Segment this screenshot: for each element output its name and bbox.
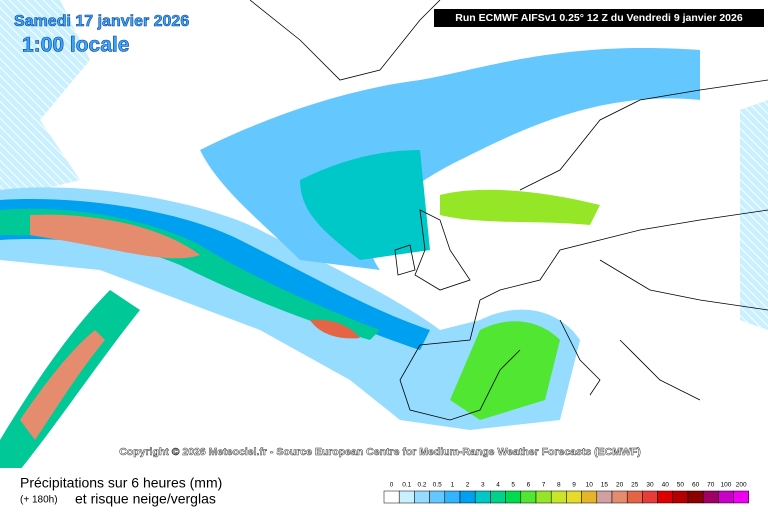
- legend-label: 0.1: [402, 482, 411, 489]
- legend-swatch: [611, 490, 628, 504]
- legend-label: 30: [646, 482, 654, 489]
- legend-label: 6: [527, 482, 531, 489]
- legend-label: 4: [496, 482, 500, 489]
- legend-swatch: [383, 490, 400, 504]
- legend-swatch: [733, 490, 750, 504]
- legend-swatch: [566, 490, 582, 504]
- legend-swatch: [702, 490, 719, 504]
- legend-label: 25: [631, 482, 639, 489]
- legend-swatch: [657, 490, 674, 504]
- legend-label: 9: [572, 482, 576, 489]
- legend-label: 0.5: [433, 482, 442, 489]
- legend-panel: [0, 468, 768, 512]
- legend-label: 70: [707, 482, 715, 489]
- legend-label: 60: [692, 482, 700, 489]
- legend-swatch: [672, 490, 689, 504]
- legend-title: Précipitations sur 6 heures (mm): [20, 475, 222, 491]
- legend-lead: (+ 180h): [20, 495, 58, 506]
- legend-label: 2: [466, 482, 470, 489]
- legend-subtitle: et risque neige/verglas: [75, 491, 216, 507]
- legend-swatch: [459, 490, 476, 504]
- legend-swatch: [429, 490, 446, 504]
- legend-label: 0: [390, 482, 394, 489]
- legend-label: 5: [511, 482, 515, 489]
- legend-label: 100: [721, 482, 732, 489]
- legend-label: 15: [601, 482, 609, 489]
- legend-swatch: [626, 490, 643, 504]
- legend-swatch: [414, 490, 430, 504]
- legend-swatch: [490, 490, 506, 504]
- legend-swatch: [642, 490, 658, 504]
- legend-swatch: [398, 490, 415, 504]
- legend-label: 3: [481, 482, 485, 489]
- time-title: 1:00 locale: [22, 34, 129, 57]
- legend-scale: 0 0.1 0.2 0.5 1 2 3 4 5 6 7 8 9 10 15 20 25 30 40 50 60 70 100…: [383, 482, 750, 504]
- legend-swatch: [505, 490, 522, 504]
- legend-swatch: [520, 490, 537, 504]
- legend-swatch: [718, 490, 734, 504]
- date-title: Samedi 17 janvier 2026: [14, 13, 189, 30]
- run-banner: [434, 9, 764, 27]
- legend-swatch: [581, 490, 598, 504]
- legend-label: 0.2: [417, 482, 426, 489]
- legend-label: 40: [662, 482, 670, 489]
- legend-swatch: [474, 490, 491, 504]
- legend-swatch: [596, 490, 613, 504]
- run-info: Run ECMWF AIFSv1 0.25° 12 Z du Vendredi …: [455, 12, 743, 24]
- legend-swatch: [687, 490, 704, 504]
- legend-label: 20: [616, 482, 624, 489]
- legend-label: 7: [542, 482, 546, 489]
- legend-swatch: [550, 490, 567, 504]
- coastlines: [249, 0, 768, 421]
- legend-label: 50: [677, 482, 685, 489]
- legend-swatch: [444, 490, 461, 504]
- legend-label: 10: [586, 482, 594, 489]
- legend-label: 1: [451, 482, 455, 489]
- copyright: Copyright © 2026 Meteociel.fr - Source E…: [119, 446, 641, 458]
- legend-label: 8: [557, 482, 561, 489]
- precip-field: [0, 0, 768, 470]
- legend-label: 200: [736, 482, 747, 489]
- legend-swatch: [535, 490, 552, 504]
